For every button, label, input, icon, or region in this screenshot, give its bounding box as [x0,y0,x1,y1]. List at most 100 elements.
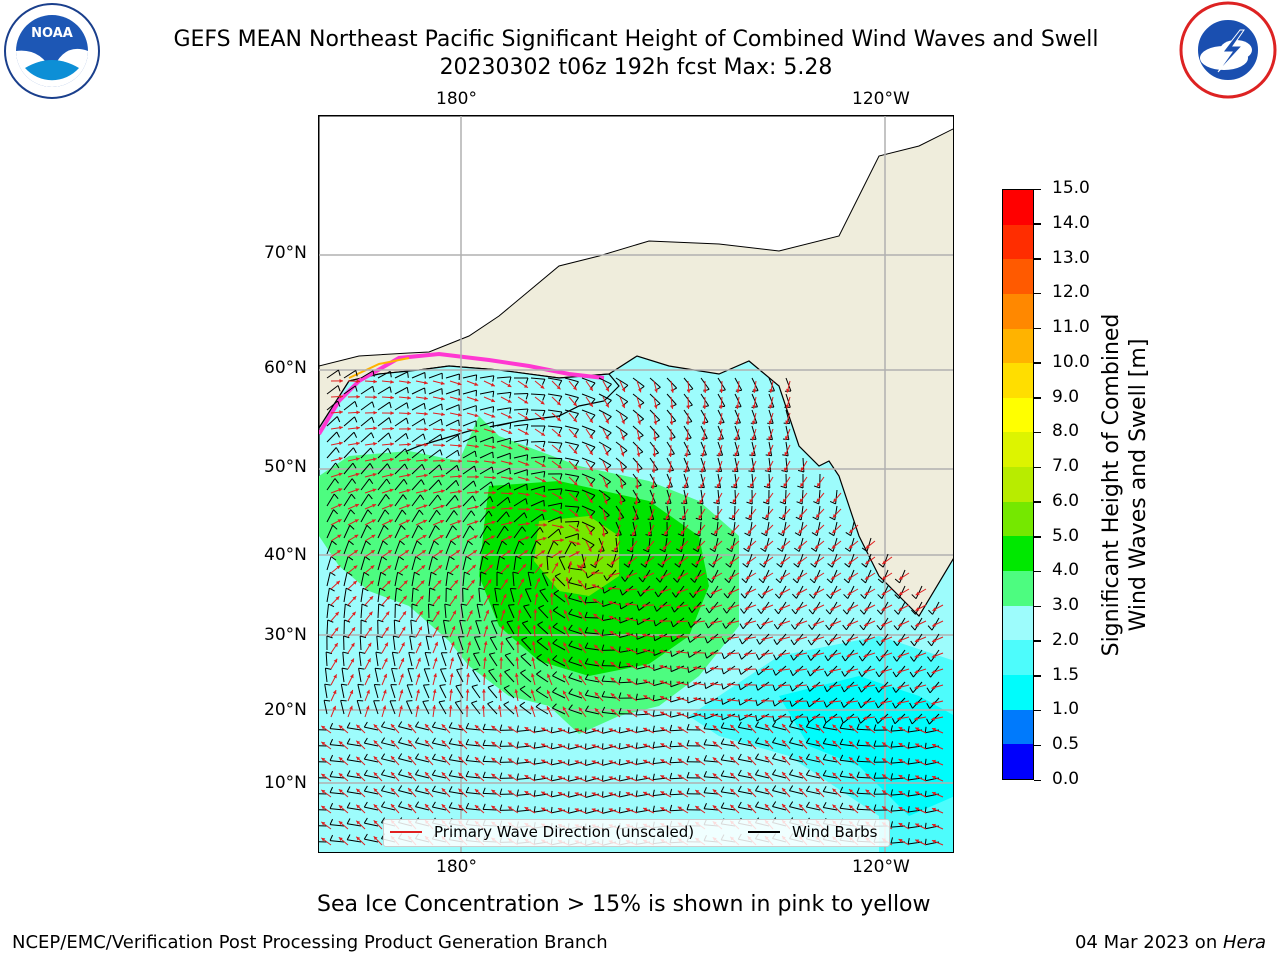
wave-direction-arrow [931,775,944,782]
wind-barb [482,739,498,747]
wave-direction-arrow [398,534,410,542]
wind-barb [652,789,668,797]
colorbar-label-line2: Wind Waves and Swell [m] [1126,338,1151,632]
wave-direction-arrow [517,536,530,542]
wave-direction-arrow [830,572,842,580]
wave-direction-arrow [355,820,366,830]
wave-direction-arrow [432,549,444,558]
wind-barb [775,569,787,584]
wind-barb [377,619,384,635]
wind-barb [428,494,442,507]
wave-direction-arrow [815,755,825,766]
wave-direction-arrow [338,804,349,814]
wind-barb [377,571,387,587]
wind-barb [343,509,356,523]
wave-direction-arrow [762,588,774,595]
wind-barb [843,569,855,584]
wave-direction-arrow [653,396,658,409]
colorbar-tick-label: 9.0 [1052,386,1080,407]
wind-barb [343,587,352,603]
colorbar-tick-mark [1034,640,1041,642]
wave-direction-arrow [390,787,400,798]
wind-barb [482,723,498,731]
wave-direction-arrow [712,804,723,814]
wave-direction-arrow [848,524,859,534]
wave-direction-arrow [659,604,672,609]
wind-barb [828,521,838,537]
wave-direction-arrow [524,790,536,798]
wave-direction-arrow [642,588,655,593]
wave-direction-arrow [694,572,706,580]
wave-direction-arrow [449,443,462,448]
colorbar-tick-label: 15.0 [1052,178,1090,198]
wave-direction-arrow [381,657,388,670]
wind-barb [411,525,423,539]
wave-direction-arrow [814,524,825,534]
wind-barb [535,686,549,699]
wind-barb [513,454,529,461]
wind-barb [890,805,906,812]
wave-direction-arrow [578,595,587,606]
wave-direction-arrow [832,804,842,814]
wave-direction-arrow [710,697,723,702]
wind-barb [726,537,736,553]
wave-direction-arrow [750,460,757,473]
wind-barb [606,553,617,568]
wave-direction-arrow [483,535,496,542]
wave-direction-arrow [732,492,740,504]
wave-direction-arrow [602,380,610,392]
wave-direction-arrow [796,572,808,580]
wave-direction-arrow [881,604,893,611]
wave-direction-arrow [432,412,445,417]
wind-barb [376,635,383,651]
wave-direction-arrow [660,758,672,766]
wave-direction-arrow [726,651,740,656]
wave-direction-arrow [829,636,842,642]
wind-barb [363,817,379,827]
wave-direction-arrow [381,395,395,400]
wave-direction-arrow [761,652,774,657]
wave-direction-arrow [767,460,774,472]
wave-direction-arrow [642,759,655,766]
wind-barb [411,603,418,619]
wave-direction-arrow [364,611,373,622]
wave-direction-arrow [931,620,944,627]
wave-direction-arrow [347,705,353,718]
wave-direction-arrow [729,772,740,782]
wave-direction-arrow [619,412,625,425]
wind-barb [513,439,529,446]
wind-barb [509,587,517,603]
wind-barb [618,676,634,684]
wave-direction-arrow [669,412,674,426]
wave-direction-arrow [602,508,607,521]
wave-direction-arrow [574,728,587,734]
wind-barb [581,425,596,437]
wave-direction-arrow [415,564,426,574]
wave-direction-arrow [398,504,411,510]
wind-barb [343,603,351,619]
wave-direction-arrow [669,428,674,442]
wave-direction-arrow [381,580,391,590]
wave-direction-arrow [500,506,514,511]
wave-direction-arrow [864,556,876,565]
wind-barb [411,387,426,395]
wave-direction-arrow [578,627,587,638]
wind-barb [394,494,408,507]
wind-barb [687,665,702,673]
wind-barb [319,809,328,811]
colorbar-segment [1003,709,1033,745]
wind-barb [479,390,495,398]
wind-barb [439,668,447,683]
wave-direction-arrow [381,411,395,415]
wave-direction-arrow [625,744,638,750]
colorbar-tick-label: 5.0 [1052,525,1080,546]
wave-direction-arrow [781,787,791,798]
colorbar-tick-mark [1034,501,1041,503]
wind-barb [513,377,529,384]
wind-barb [326,509,339,523]
wave-direction-arrow [813,588,825,596]
wind-barb [513,408,529,415]
wave-direction-arrow [693,604,706,610]
wind-barb [479,555,489,571]
wind-barb [357,683,364,699]
